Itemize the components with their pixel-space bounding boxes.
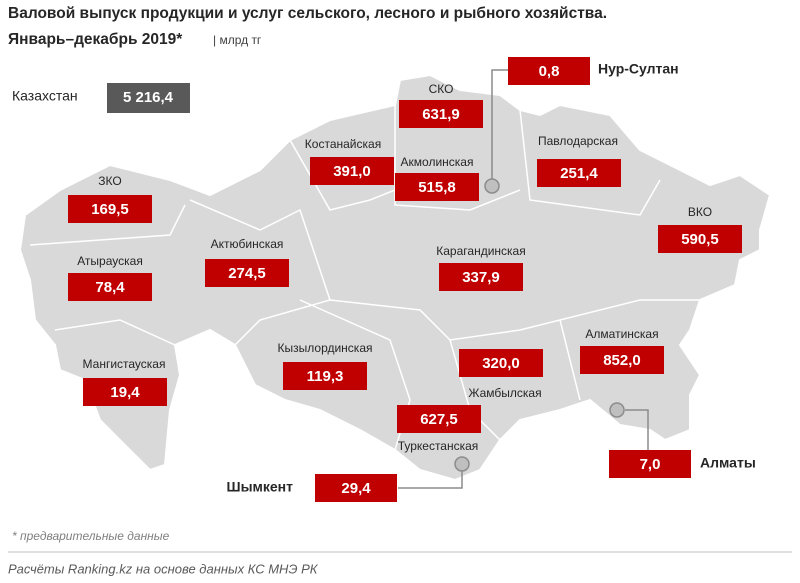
source: Расчёты Ranking.kz на основе данных КС М… <box>8 561 319 576</box>
region-value: 631,9 <box>422 106 460 123</box>
region-name: Атырауская <box>77 254 143 268</box>
city-value: 7,0 <box>640 456 661 473</box>
region-name: ЗКО <box>98 174 121 188</box>
region-value: 119,3 <box>307 368 344 385</box>
region-box <box>399 100 483 128</box>
region-box <box>397 405 481 433</box>
region-value: 337,9 <box>462 269 500 286</box>
region-box <box>459 349 543 377</box>
total-name: Казахстан <box>12 88 78 104</box>
city-value: 0,8 <box>539 63 560 80</box>
city-box <box>315 474 397 502</box>
region-name: Мангистауская <box>83 357 166 371</box>
region-name: Павлодарская <box>538 134 618 148</box>
region-box <box>205 259 289 287</box>
region-name: Акмолинская <box>401 155 474 169</box>
region-box <box>283 362 367 390</box>
region-value: 19,4 <box>110 384 140 401</box>
region-value: 515,8 <box>418 179 456 196</box>
region-value: 274,5 <box>228 265 266 282</box>
region-value: 590,5 <box>681 231 719 248</box>
city-box <box>609 450 691 478</box>
region-box <box>310 157 394 185</box>
region-name: Актюбинская <box>211 237 284 251</box>
region-value: 320,0 <box>482 355 520 372</box>
region-box <box>68 273 152 301</box>
city-name: Шымкент <box>227 479 294 495</box>
region-box <box>68 195 152 223</box>
region-box <box>537 159 621 187</box>
city-box <box>508 57 590 85</box>
unit: | млрд тг <box>213 33 262 47</box>
region-value: 627,5 <box>420 411 458 428</box>
region-value: 169,5 <box>91 201 129 218</box>
region-name: СКО <box>429 82 454 96</box>
region-value: 391,0 <box>333 163 371 180</box>
title: Валовой выпуск продукции и услуг сельско… <box>8 5 607 22</box>
region-name: Костанайская <box>305 137 381 151</box>
total-box <box>107 83 190 113</box>
region-name: Кызылординская <box>278 341 373 355</box>
region-name: Алматинская <box>585 327 658 341</box>
region-box <box>439 263 523 291</box>
city-value: 29,4 <box>341 480 371 497</box>
city-name: Алматы <box>700 455 756 471</box>
region-name: ВКО <box>688 205 712 219</box>
city-name: Нур-Султан <box>598 61 679 77</box>
total-value: 5 216,4 <box>123 89 174 106</box>
region-box <box>83 378 167 406</box>
region-value: 251,4 <box>560 165 598 182</box>
region-name: Туркестанская <box>398 439 479 453</box>
footnote: * предварительные данные <box>12 529 170 543</box>
subtitle: Январь–декабрь 2019* <box>8 31 183 48</box>
region-name: Карагандинская <box>436 244 525 258</box>
region-box <box>580 346 664 374</box>
city-markers <box>454 178 625 472</box>
region-value: 852,0 <box>603 352 641 369</box>
callout-lines <box>398 69 649 489</box>
region-box <box>395 173 479 201</box>
region-name: Жамбылская <box>468 386 541 400</box>
region-value: 78,4 <box>95 279 125 296</box>
region-box <box>658 225 742 253</box>
